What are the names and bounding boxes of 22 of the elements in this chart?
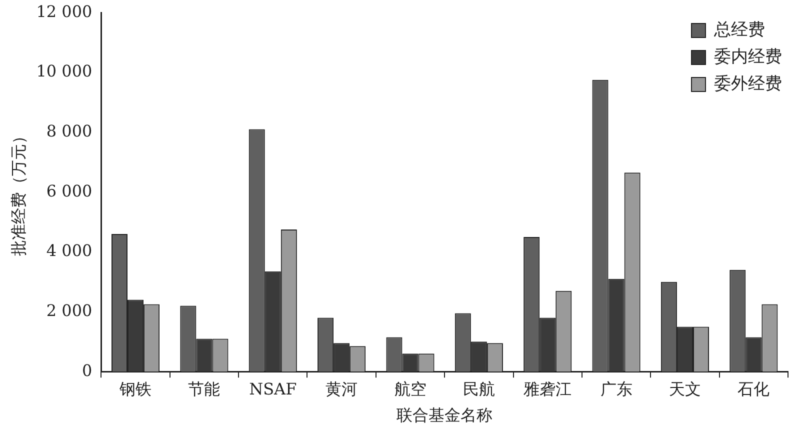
y-tick-label: 10 000 — [36, 62, 92, 81]
x-tick-label: 民航 — [462, 379, 495, 398]
x-tick-label: 石化 — [738, 379, 770, 398]
x-tick-label: 航空 — [394, 379, 426, 398]
y-tick-label: 0 — [82, 360, 92, 380]
x-axis-title: 联合基金名称 — [396, 406, 493, 425]
x-tick-label: 天文 — [668, 379, 701, 398]
x-tick-label: 黄河 — [326, 379, 358, 398]
x-tick-label: NSAF — [249, 379, 297, 398]
x-tick-label: 广东 — [600, 379, 632, 398]
y-axis-title: 批准经费（万元） — [8, 128, 28, 256]
y-tick-label: 8 000 — [46, 121, 92, 140]
x-tick-label: 钢铁 — [118, 379, 152, 398]
legend-label: 委外经费 — [714, 72, 782, 96]
y-tick-label: 12 000 — [36, 2, 92, 21]
y-tick-label: 2 000 — [46, 300, 92, 320]
x-tick-label: 节能 — [188, 379, 220, 398]
x-tick-label: 雅砻江 — [524, 379, 572, 398]
legend-label: 总经费 — [714, 18, 765, 42]
y-tick-label: 4 000 — [46, 241, 92, 260]
y-tick-label: 6 000 — [46, 181, 92, 200]
legend-label: 委内经费 — [714, 46, 782, 69]
